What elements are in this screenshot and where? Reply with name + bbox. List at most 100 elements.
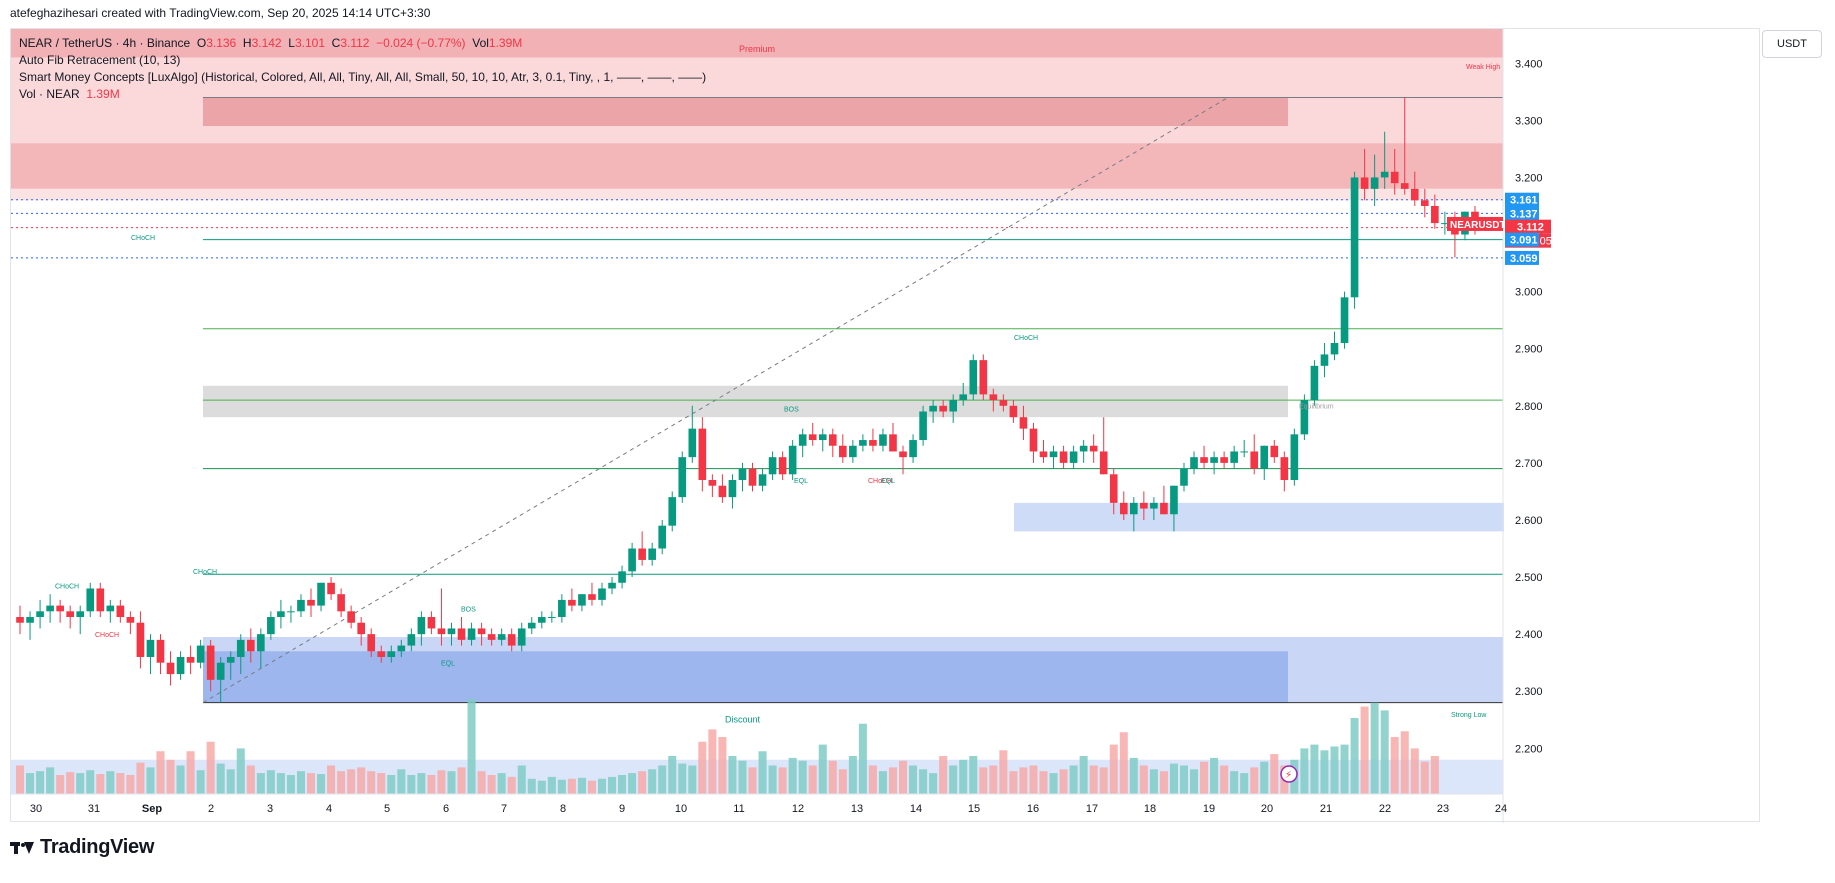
candle-body [708, 480, 717, 486]
candle-body [1190, 457, 1198, 469]
volume-bar [899, 760, 908, 794]
candle-body [226, 656, 235, 663]
volume-bar [929, 773, 938, 794]
x-tick-label: 23 [1437, 803, 1449, 815]
x-tick-label: 16 [1027, 803, 1039, 815]
brand-name: TradingView [40, 836, 155, 858]
volume-bar [337, 771, 346, 794]
low-value: 3.101 [294, 36, 325, 50]
close-label: C [331, 36, 341, 50]
open-value: 3.136 [206, 36, 237, 50]
volume-bar [1159, 771, 1168, 794]
volume-bar [1300, 748, 1309, 794]
indicator-fib[interactable]: Auto Fib Retracement (10, 13) [19, 53, 181, 67]
symbol-title[interactable]: NEAR / TetherUS · 4h · Binance [19, 36, 191, 50]
candle-body [487, 634, 496, 640]
volume-bar [738, 760, 747, 794]
x-tick-label: 14 [910, 803, 922, 815]
candle-body [909, 440, 917, 458]
candle-body [317, 582, 325, 606]
candle-body [1240, 451, 1249, 453]
candle-body [889, 434, 897, 452]
volume-bar [1059, 769, 1068, 794]
candle-body [297, 599, 305, 612]
candle-body [86, 588, 95, 612]
fib-trend-line [202, 97, 1229, 704]
candle-body [778, 457, 787, 475]
candle-body [1049, 451, 1058, 458]
candle-body [1099, 451, 1108, 475]
volume-bar [377, 773, 386, 794]
x-tick-label: 2 [208, 803, 214, 815]
price-label-bg [1505, 206, 1539, 221]
symbol-label: NEARUSDT [1450, 220, 1506, 231]
volume-bar [1380, 710, 1389, 794]
currency-selector[interactable]: USDT [1762, 30, 1822, 58]
candle-body [1230, 451, 1238, 463]
candle-body [186, 656, 195, 663]
candle-body [1330, 342, 1339, 355]
volume-bar [46, 767, 55, 794]
volume-bar [878, 771, 887, 794]
premium-zone-top [11, 29, 1503, 58]
candle-body [206, 645, 215, 680]
candle-body [808, 434, 817, 441]
volume-bar [317, 774, 326, 794]
lightning-icon[interactable] [1280, 765, 1298, 783]
candle-body [1390, 171, 1399, 184]
candle-body [1180, 468, 1188, 486]
annotation-discount: Discount [725, 715, 761, 725]
candle-body [879, 434, 887, 446]
volume-bar [758, 751, 767, 794]
volume-bar [1270, 754, 1279, 794]
candle-body [1320, 354, 1329, 366]
candle-body [768, 457, 777, 475]
volume-bar [507, 776, 516, 794]
candle-body [1410, 188, 1419, 201]
indicator-volume[interactable]: Vol · NEAR 1.39M [19, 86, 706, 103]
candle-body [798, 434, 807, 446]
y-tick-label: 2.800 [1515, 401, 1543, 413]
volume-bar [1220, 765, 1229, 794]
indicator-smc[interactable]: Smart Money Concepts [LuxAlgo] (Historic… [19, 70, 707, 84]
candle-body [1119, 502, 1128, 515]
x-tick-label: 8 [560, 803, 566, 815]
candle-body [628, 548, 636, 572]
candle-body [257, 634, 265, 652]
candle-body [1350, 177, 1359, 298]
volume-bar [196, 770, 205, 794]
volume-bar [296, 771, 305, 794]
candle-body [668, 497, 677, 526]
symbol-label-bg [1447, 216, 1503, 231]
candle-body [437, 628, 446, 635]
candle-body [1210, 457, 1218, 463]
volume-bar [768, 765, 777, 794]
candle-body [989, 394, 998, 401]
candle-body [1280, 457, 1289, 481]
volume-bar [86, 770, 95, 794]
order-block-demand [1014, 502, 1504, 532]
candle-body [427, 617, 436, 629]
volume-bar [1169, 763, 1178, 794]
candle-body [688, 428, 697, 458]
volume-bar [608, 776, 617, 794]
candle-body [678, 457, 687, 498]
x-tick-label: 15 [968, 803, 980, 815]
volume-indicator-name: Vol · NEAR [19, 87, 80, 101]
price-chart[interactable]: Premium Weak High Equilibrium Discount Stron… [11, 29, 1761, 823]
candle-body [1029, 428, 1038, 452]
annotation-strong-low: Strong Low [1451, 712, 1487, 719]
candle-body [939, 405, 947, 412]
candle-body [26, 617, 34, 623]
chart-panel[interactable]: Premium Weak High Equilibrium Discount Stron… [10, 28, 1761, 823]
volume-indicator-value: 1.39M [86, 87, 120, 101]
y-tick-label: 3.200 [1515, 172, 1543, 184]
y-tick-label: 2.400 [1515, 629, 1543, 641]
price-label: 3.112 [1517, 222, 1544, 234]
candle-body [1009, 405, 1018, 418]
volume-bar [587, 780, 596, 794]
volume-bar [748, 767, 757, 794]
candle-body [568, 599, 576, 606]
volume-bar [1149, 769, 1158, 794]
x-tick-label: 4 [326, 803, 332, 815]
